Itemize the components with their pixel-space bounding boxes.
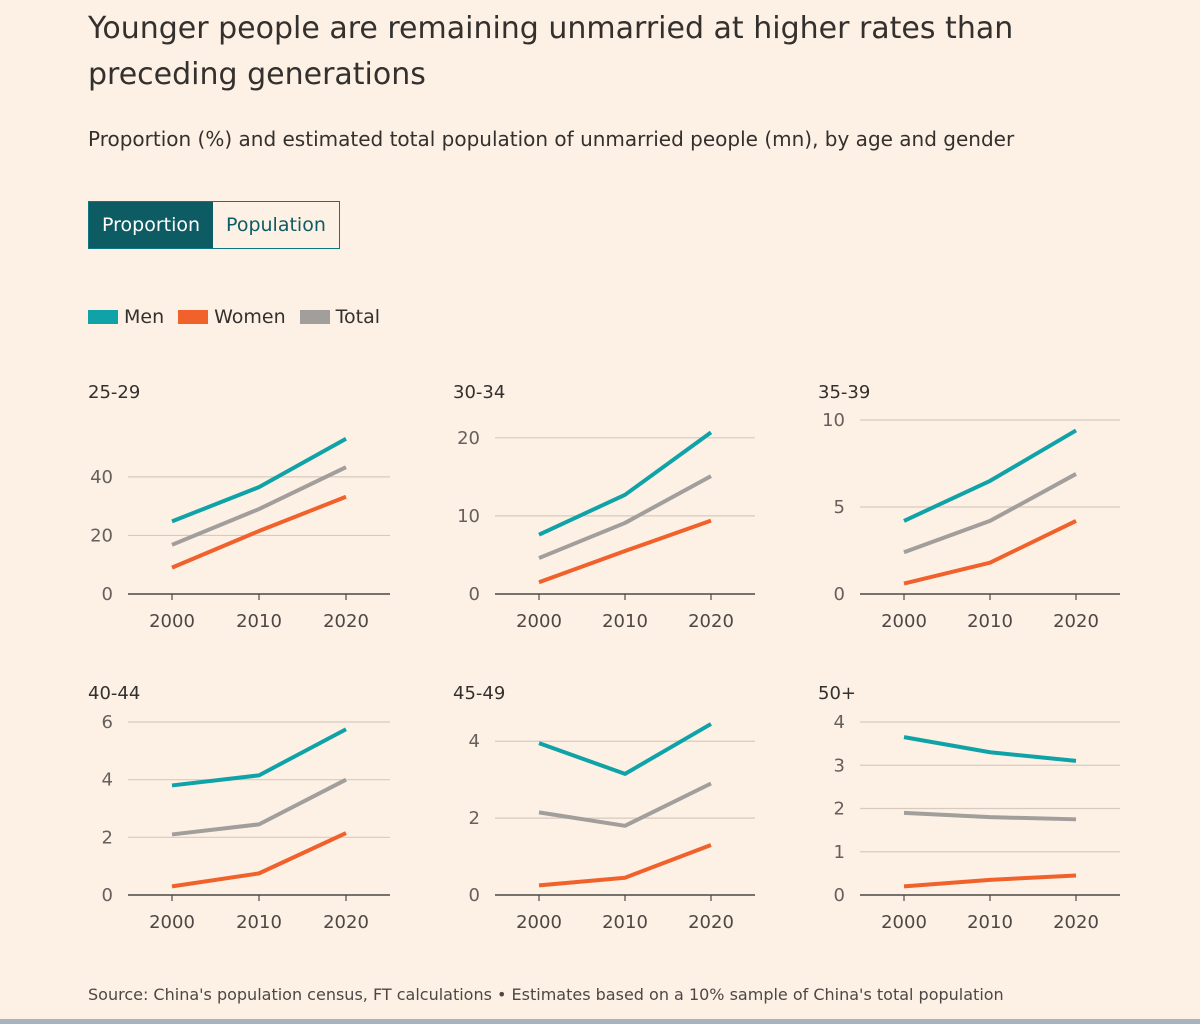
y-tick-label: 0: [102, 885, 113, 906]
x-tick-label: 2020: [323, 912, 369, 933]
panel-title-25-29: 25-29: [88, 382, 140, 403]
x-tick-label: 2000: [881, 611, 927, 632]
source-note: Source: China's population census, FT ca…: [88, 985, 1004, 1004]
x-tick-label: 2010: [967, 912, 1013, 933]
view-toggle: Proportion Population: [88, 201, 340, 249]
page-title: Younger people are remaining unmarried a…: [88, 11, 1014, 92]
y-tick-label: 10: [457, 506, 480, 527]
series-line-total: [538, 474, 712, 560]
x-tick-label: 2000: [516, 611, 562, 632]
proportion-tab[interactable]: Proportion: [89, 202, 214, 248]
x-tick-label: 2010: [602, 611, 648, 632]
panel-title-40-44: 40-44: [88, 683, 140, 704]
y-tick-label: 0: [834, 584, 845, 605]
x-tick-label: 2010: [236, 611, 282, 632]
series-line-women: [903, 873, 1077, 889]
y-tick-label: 4: [469, 731, 480, 752]
x-tick-label: 2020: [688, 912, 734, 933]
x-tick-label: 2010: [967, 611, 1013, 632]
series-line-men: [171, 727, 347, 788]
series-line-total: [171, 465, 347, 547]
series-line-total: [538, 781, 712, 828]
x-tick-label: 2010: [236, 912, 282, 933]
x-tick-label: 2000: [881, 912, 927, 933]
series-line-total: [171, 777, 347, 837]
y-tick-label: 0: [469, 885, 480, 906]
panel-title-30-34: 30-34: [453, 382, 505, 403]
y-tick-label: 0: [469, 584, 480, 605]
y-tick-label: 2: [469, 808, 480, 829]
series-line-men: [538, 722, 713, 776]
panel-title-35-39: 35-39: [818, 382, 870, 403]
legend-item-men: Men: [88, 306, 164, 328]
y-tick-label: 10: [822, 410, 845, 431]
series-line-men: [903, 735, 1077, 763]
series-line-total: [903, 472, 1077, 555]
legend: Men Women Total: [88, 306, 380, 328]
x-tick-label: 2020: [688, 611, 734, 632]
y-tick-label: 2: [834, 799, 845, 820]
y-tick-label: 40: [90, 467, 113, 488]
panel-title-50+: 50+: [818, 683, 856, 704]
legend-swatch-total: [299, 310, 330, 324]
y-tick-label: 2: [102, 827, 113, 848]
legend-label-total: Total: [335, 306, 381, 328]
series-line-men: [538, 430, 713, 537]
series-line-women: [538, 843, 712, 888]
series-line-men: [171, 437, 347, 524]
x-tick-label: 2000: [149, 912, 195, 933]
y-tick-label: 20: [90, 525, 113, 546]
y-tick-label: 5: [834, 497, 845, 518]
x-tick-label: 2020: [323, 611, 369, 632]
page-subtitle: Proportion (%) and estimated total popul…: [88, 127, 1015, 151]
x-tick-label: 2000: [516, 912, 562, 933]
panel-title-45-49: 45-49: [453, 683, 505, 704]
y-tick-label: 4: [102, 770, 113, 791]
legend-swatch-women: [178, 310, 209, 324]
y-tick-label: 1: [834, 842, 845, 863]
y-tick-label: 3: [834, 755, 845, 776]
series-line-total: [903, 810, 1077, 822]
x-tick-label: 2020: [1053, 611, 1099, 632]
y-tick-label: 6: [102, 712, 113, 733]
x-tick-label: 2010: [602, 912, 648, 933]
x-tick-label: 2000: [149, 611, 195, 632]
y-tick-label: 0: [102, 584, 113, 605]
series-line-women: [903, 519, 1077, 586]
legend-item-total: Total: [299, 306, 381, 328]
y-tick-label: 20: [457, 428, 480, 449]
legend-swatch-men: [88, 310, 118, 324]
x-tick-label: 2020: [1053, 912, 1099, 933]
series-line-women: [171, 831, 347, 889]
legend-item-women: Women: [178, 306, 286, 328]
y-tick-label: 0: [834, 885, 845, 906]
series-line-women: [538, 518, 712, 585]
legend-label-women: Women: [214, 306, 286, 328]
legend-label-men: Men: [124, 306, 165, 328]
y-tick-label: 4: [834, 712, 845, 733]
series-line-men: [903, 428, 1078, 523]
population-tab[interactable]: Population: [213, 202, 339, 248]
bottom-scrollbar[interactable]: [0, 1019, 1200, 1024]
series-line-women: [171, 494, 347, 570]
